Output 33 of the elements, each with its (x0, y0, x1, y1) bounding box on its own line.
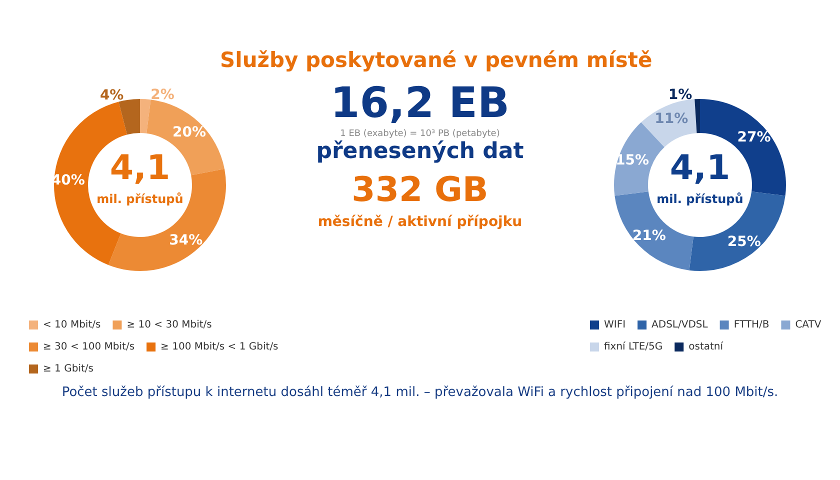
text: 1 EB (exabyte) = 10³ PB (petabyte) (339, 129, 501, 139)
text: 332 GB (350, 170, 490, 210)
text: mil. přístupů (656, 192, 744, 206)
text: Služby poskytované v pevném místě (220, 48, 652, 72)
data-label: 15% (616, 152, 650, 169)
legend-label: CATV (795, 320, 822, 330)
text: Počet služeb přístupu k internetu dosáhl téměř 4,1 mil. – převažovala WiFi a rychlost připojení nad 100 Mbit/s. (60, 385, 780, 400)
data-label: 34% (169, 232, 203, 248)
legend-label: ostatní (688, 342, 724, 352)
legend-label: ≥ 10 < 30 Mbit/s (126, 320, 212, 330)
text: mil. přístupů (96, 192, 184, 206)
data-label: 25% (727, 234, 761, 250)
data-label: 40% (51, 172, 85, 188)
data-label: 2% (150, 87, 174, 104)
legend-label: fixní LTE/5G (604, 342, 663, 352)
data-label: 21% (632, 228, 666, 244)
data-label: 27% (737, 129, 771, 146)
text: přenesených dat (316, 139, 524, 164)
legend-label: FTTH/B (734, 320, 770, 330)
text: měsíčně / aktivní přípojku (316, 214, 524, 230)
data-label: 11% (654, 110, 688, 127)
legend-label: WIFI (604, 320, 626, 330)
text: 4,1 (110, 148, 170, 188)
legend-label: ≥ 1 Gbit/s (43, 364, 94, 374)
data-label: 20% (172, 124, 206, 141)
data-label: 1% (668, 87, 692, 104)
legend-label: ≥ 30 < 100 Mbit/s (43, 342, 135, 352)
legend-label: ADSL/VDSL (652, 320, 708, 330)
legend-label: ≥ 100 Mbit/s < 1 Gbit/s (160, 342, 278, 352)
data-label: 4% (100, 88, 124, 104)
text: 16,2 EB (330, 78, 510, 127)
legend-label: < 10 Mbit/s (43, 320, 101, 330)
text: 4,1 (670, 148, 730, 188)
